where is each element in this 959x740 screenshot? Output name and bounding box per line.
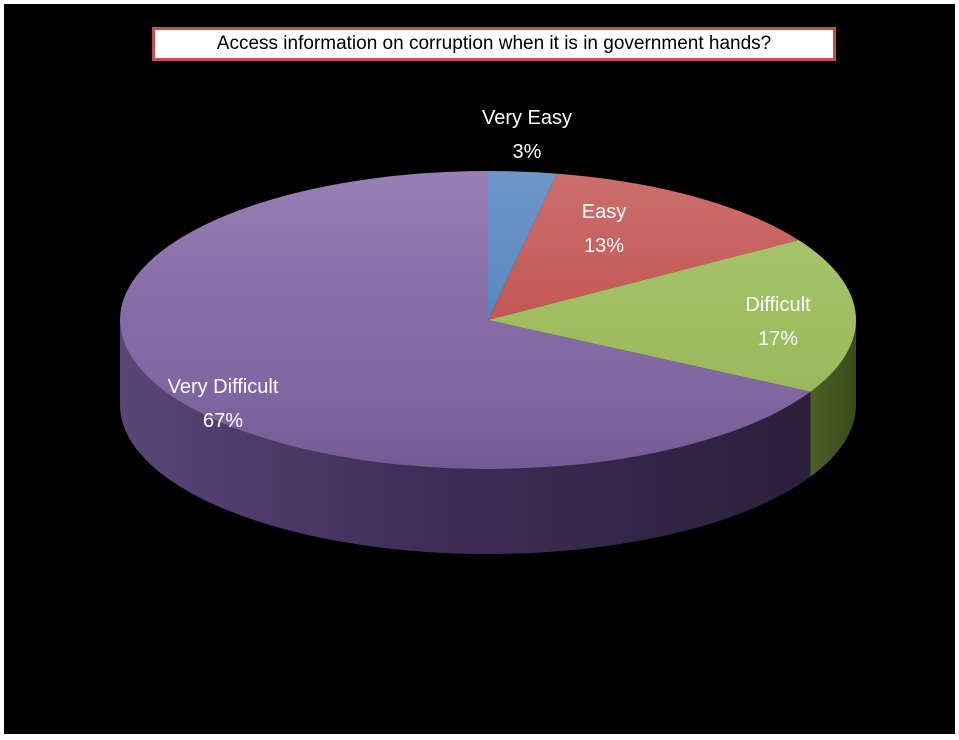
slice-label-very-easy: Very Easy — [482, 107, 572, 129]
pie-top-highlight — [120, 171, 856, 469]
slice-label-difficult: Difficult — [745, 294, 811, 316]
slice-value-difficult: 17% — [758, 328, 798, 350]
slice-label-very-difficult: Very Difficult — [168, 376, 279, 398]
pie-chart: Very Easy 3% Easy 13% Difficult 17% Very Diffi… — [120, 107, 856, 554]
slice-value-easy: 13% — [584, 235, 624, 257]
slice-value-very-difficult: 67% — [203, 410, 243, 432]
chart-area: Very Easy 3% Easy 13% Difficult 17% Very Diffi… — [4, 4, 955, 734]
slice-label-easy: Easy — [582, 201, 626, 223]
slice-value-very-easy: 3% — [513, 141, 542, 163]
pie-slice-side-difficult — [810, 320, 856, 477]
pie-slice-side-very-difficult — [120, 320, 811, 554]
chart-title: Access information on corruption when it… — [152, 27, 836, 61]
